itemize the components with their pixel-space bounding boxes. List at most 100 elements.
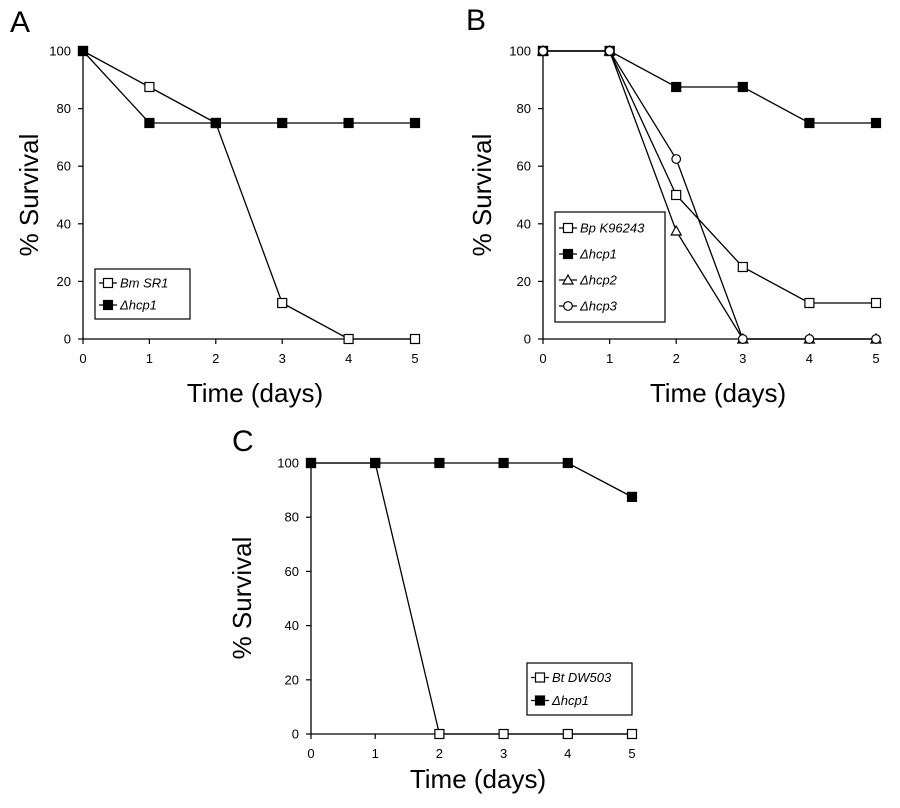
y-tick-label: 20 (517, 274, 531, 289)
data-point-s1-x4 (804, 297, 815, 309)
legend-marker (562, 248, 574, 260)
panel-c: C 0 20 40 60 80 100 0 1 2 3 4 5 Time (days) % Survival… (227, 425, 638, 794)
legend-label: Δhcp1 (551, 693, 589, 708)
panel-label: A (10, 6, 30, 39)
x-tick-label: 4 (345, 351, 352, 366)
y-tick-label: 80 (285, 510, 299, 525)
x-tick-label: 2 (436, 746, 443, 761)
data-point-s2-x3 (277, 117, 288, 129)
y-tick-label: 40 (57, 216, 71, 231)
x-tick-label: 3 (739, 351, 746, 366)
data-point-s2-x4 (343, 117, 354, 129)
series-line-2 (311, 462, 633, 498)
data-point-s2-x5 (626, 491, 638, 502)
x-tick-label: 1 (146, 351, 153, 366)
data-point-s1-x1 (144, 81, 155, 93)
x-tick-label: 5 (411, 351, 418, 366)
legend-box (94, 268, 191, 320)
data-point-s1-x5 (870, 297, 882, 309)
legend-label: Δhcp1 (579, 247, 617, 262)
y-tick-label: 20 (57, 274, 71, 289)
data-point-s2-x0 (305, 457, 317, 469)
panel-b: B 0 20 40 60 80 100 0 1 2 3 4 5 Time (days) % Survival… (466, 4, 883, 408)
x-tick-label: 1 (372, 746, 379, 761)
data-point-s4-x2 (671, 154, 682, 164)
data-point-s1-x2 (434, 728, 445, 740)
y-tick-label: 60 (517, 159, 531, 174)
y-tick-label: 20 (285, 672, 299, 687)
legend-marker (102, 277, 114, 289)
data-point-s2-x2 (671, 81, 682, 93)
series-line-4 (543, 50, 876, 340)
legend-label: Δhcp1 (119, 298, 157, 313)
x-tick-label: 5 (872, 351, 879, 366)
legend-marker (534, 695, 546, 706)
y-tick-label: 0 (292, 727, 299, 742)
y-tick-label: 0 (524, 332, 531, 347)
data-point-s4-x4 (804, 334, 815, 344)
data-point-s2-x5 (409, 117, 421, 129)
data-point-s4-x5 (871, 334, 881, 344)
legend-marker (562, 222, 574, 234)
legend-box (526, 662, 633, 716)
x-tick-label: 5 (628, 746, 635, 761)
x-tick-label: 2 (212, 351, 219, 366)
x-axis-title: Time (days) (410, 764, 546, 794)
series-line-1 (82, 50, 415, 340)
legend-label: Δhcp3 (579, 299, 618, 314)
data-point-s2-x0 (77, 45, 89, 57)
legend-label: Bt DW503 (552, 670, 612, 685)
y-axis-title: % Survival (227, 537, 257, 660)
data-point-s2-x4 (562, 457, 573, 469)
y-axis-title: % Survival (14, 134, 44, 257)
data-point-s4-x3 (737, 334, 748, 344)
legend-marker (563, 301, 573, 311)
legend-marker (561, 273, 575, 285)
x-tick-label: 0 (79, 351, 86, 366)
data-point-s4-x0 (538, 46, 548, 56)
x-tick-label: 0 (307, 746, 314, 761)
y-tick-label: 80 (517, 101, 531, 116)
data-point-s4-x1 (604, 46, 615, 56)
data-point-s1-x4 (562, 728, 573, 740)
data-point-s1-x4 (343, 333, 354, 345)
x-tick-label: 0 (539, 351, 546, 366)
x-tick-label: 4 (564, 746, 571, 761)
y-tick-label: 0 (64, 332, 71, 347)
data-point-s1-x3 (498, 728, 509, 740)
y-tick-label: 40 (517, 216, 531, 231)
data-point-s2-x1 (370, 457, 381, 469)
x-tick-label: 3 (279, 351, 286, 366)
legend-label: Δhcp2 (579, 273, 618, 288)
legend-marker (102, 299, 114, 311)
data-point-s2-x4 (804, 117, 815, 129)
data-point-s1-x3 (737, 261, 748, 273)
y-axis-title: % Survival (467, 134, 497, 257)
x-tick-label: 2 (673, 351, 680, 366)
data-point-s1-x5 (409, 333, 421, 345)
y-tick-label: 100 (509, 44, 531, 59)
data-point-s2-x3 (498, 457, 509, 469)
data-point-s2-x1 (144, 117, 155, 129)
series-line-2 (543, 50, 876, 124)
data-point-s2-x5 (870, 117, 882, 129)
y-tick-label: 100 (277, 456, 299, 471)
data-point-s2-x2 (210, 117, 221, 129)
data-point-s1-x2 (671, 189, 682, 201)
legend-label: Bm SR1 (120, 276, 168, 291)
y-tick-label: 60 (57, 159, 71, 174)
panel-label: B (466, 4, 486, 37)
x-axis-title: Time (days) (187, 378, 323, 408)
legend-label: Bp K96243 (580, 221, 645, 236)
y-tick-label: 100 (49, 44, 71, 59)
panel-a: A 0 20 40 60 80 100 0 1 2 3 4 5 Time (days) % Survival… (10, 6, 421, 408)
data-point-s1-x5 (626, 728, 638, 740)
x-tick-label: 1 (606, 351, 613, 366)
y-tick-label: 80 (57, 101, 71, 116)
y-tick-label: 40 (285, 618, 299, 633)
panel-label: C (232, 425, 254, 458)
x-axis-title: Time (days) (650, 378, 786, 408)
data-point-s1-x3 (277, 297, 288, 309)
series-line-2 (82, 50, 415, 124)
